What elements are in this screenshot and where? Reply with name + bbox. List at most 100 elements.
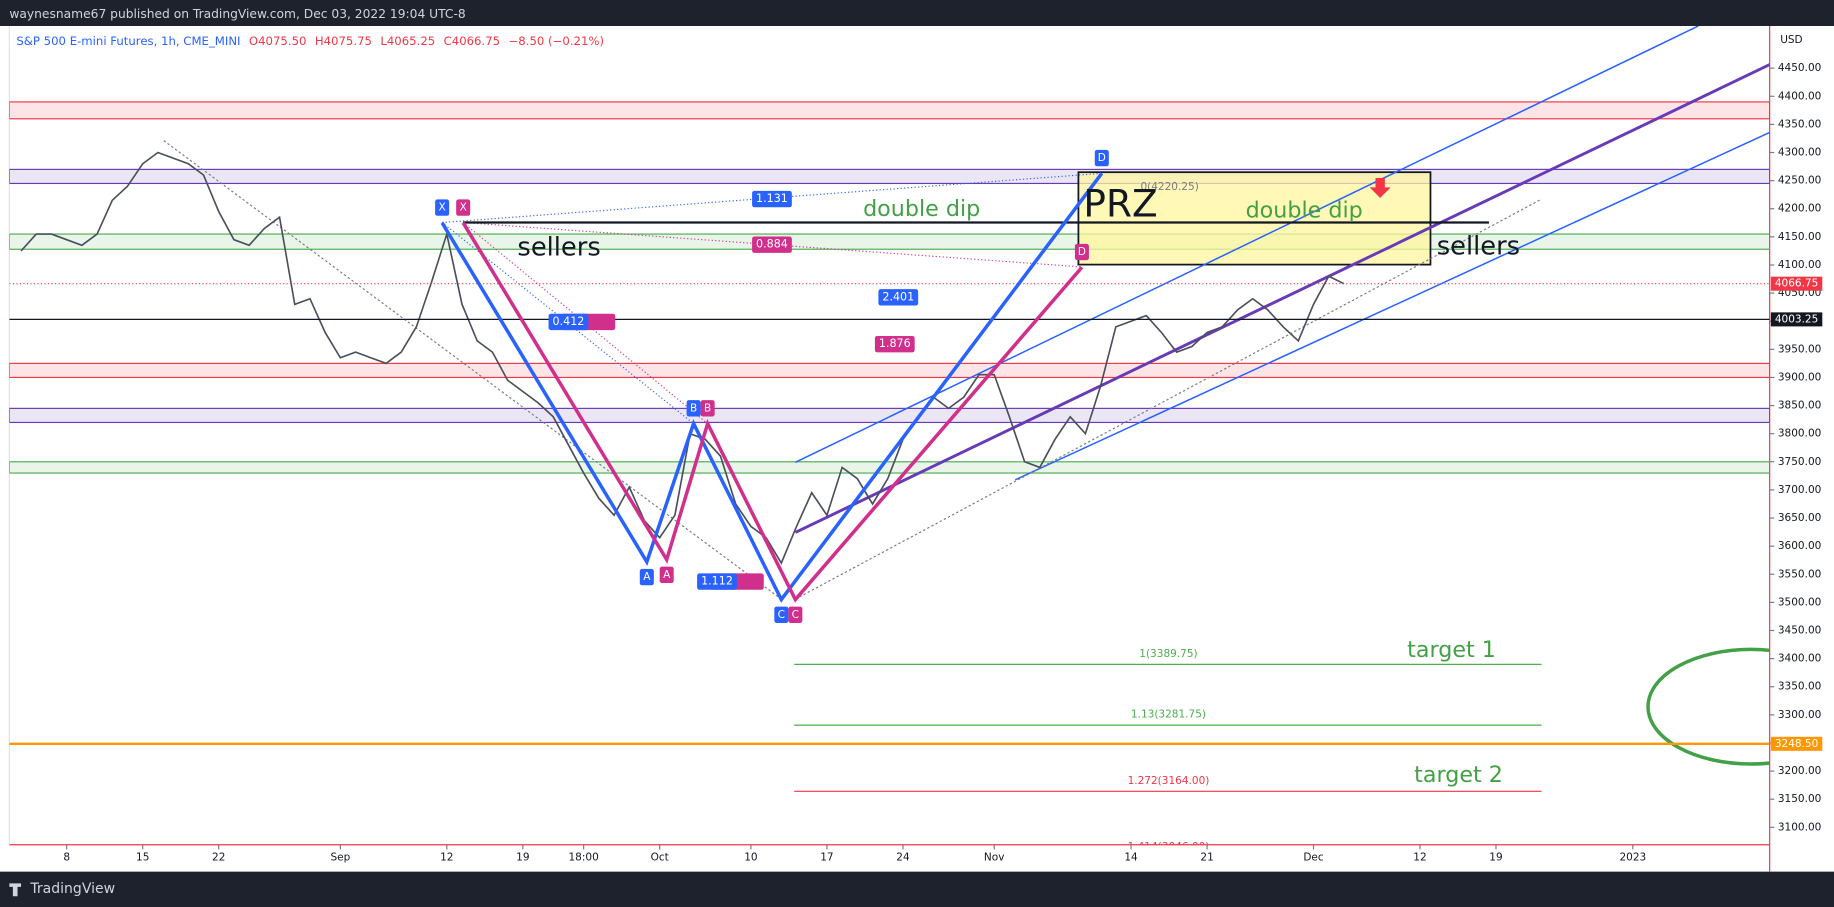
pattern-point-box bbox=[1074, 243, 1089, 261]
channel-line bbox=[1014, 131, 1770, 481]
y-tick-label: 3350.00 bbox=[1778, 681, 1821, 693]
pattern-point-label: D bbox=[1098, 152, 1106, 164]
ratio-label: 0.884 bbox=[756, 238, 788, 251]
zone bbox=[9, 101, 1770, 120]
y-tick-label: 3150.00 bbox=[1778, 793, 1821, 805]
zone bbox=[9, 362, 1770, 379]
zone bbox=[9, 407, 1770, 424]
pattern-line bbox=[440, 172, 1104, 603]
annotation: PRZ bbox=[1083, 182, 1157, 226]
y-tick-label: 3950.00 bbox=[1778, 343, 1821, 355]
y-unit: USD bbox=[1780, 34, 1802, 46]
y-tick-label: 4450.00 bbox=[1778, 62, 1821, 74]
pattern-point-label: D bbox=[1078, 246, 1086, 258]
fib-label: 1.414(3046.00) bbox=[1128, 841, 1210, 853]
pattern-point-label: C bbox=[792, 609, 799, 621]
high: H4075.75 bbox=[315, 34, 372, 48]
y-tick-label: 3600.00 bbox=[1778, 540, 1821, 552]
x-tick-label: 18:00 bbox=[568, 852, 598, 864]
x-tick-label: 10 bbox=[744, 852, 757, 864]
x-tick-label: 24 bbox=[896, 852, 910, 864]
x-tick-label: 21 bbox=[1200, 852, 1213, 864]
x-tick-label: Sep bbox=[330, 852, 350, 864]
fib-label: 1.272(3164.00) bbox=[1128, 775, 1210, 787]
y-tick-label: 3300.00 bbox=[1778, 709, 1821, 721]
pattern-point-label: X bbox=[460, 202, 467, 214]
ratio-box bbox=[874, 335, 915, 353]
x-tick-label: 14 bbox=[1124, 852, 1138, 864]
x-tick-label: 19 bbox=[516, 852, 529, 864]
y-tick-label: 3650.00 bbox=[1778, 512, 1821, 524]
x-tick-label: 22 bbox=[212, 852, 225, 864]
y-tick-label: 3200.00 bbox=[1778, 765, 1821, 777]
y-tick-label: 3750.00 bbox=[1778, 456, 1821, 468]
pattern-point-box bbox=[456, 199, 471, 216]
chart-area bbox=[0, 25, 1834, 872]
x-tick-label: 19 bbox=[1489, 852, 1502, 864]
x-tick-label: 15 bbox=[136, 852, 149, 864]
low: L4065.25 bbox=[380, 34, 435, 48]
annotation: target 2 bbox=[1414, 762, 1503, 788]
ratio-label: 0.412 bbox=[553, 315, 585, 328]
x-tick-label: 2023 bbox=[1619, 852, 1646, 864]
ratio-label: 1.131 bbox=[756, 192, 788, 205]
ratio-label: 1.112 bbox=[701, 575, 733, 588]
dotted-line bbox=[463, 221, 1082, 268]
zone bbox=[9, 168, 1770, 185]
pattern-point-box bbox=[774, 606, 789, 623]
open: O4075.50 bbox=[249, 34, 307, 48]
price-tag-label: 4066.75 bbox=[1775, 278, 1818, 290]
pattern-point-label: B bbox=[690, 402, 697, 414]
fib-label: 0(4220.25) bbox=[1140, 181, 1198, 193]
annotation: sellers bbox=[517, 233, 600, 263]
y-tick-label: 4250.00 bbox=[1778, 175, 1821, 187]
x-tick-label: Nov bbox=[984, 852, 1005, 864]
pattern-point-box bbox=[435, 199, 450, 216]
arrow-down bbox=[1369, 178, 1391, 198]
pattern-point-label: A bbox=[663, 569, 671, 581]
y-tick-label: 3400.00 bbox=[1778, 653, 1821, 665]
price-line bbox=[20, 151, 1345, 565]
y-tick-label: 4150.00 bbox=[1778, 231, 1821, 243]
fib-label: 1(3389.75) bbox=[1139, 648, 1197, 660]
target-ellipse bbox=[1646, 647, 1770, 766]
ratio-box bbox=[878, 289, 919, 306]
header: waynesname67 published on TradingView.co… bbox=[9, 7, 465, 21]
pattern-point-box bbox=[1094, 149, 1109, 167]
pattern-point-label: X bbox=[439, 202, 446, 214]
ratio-box bbox=[548, 313, 589, 331]
y-tick-label: 3700.00 bbox=[1778, 484, 1821, 496]
annotation: sellers bbox=[1437, 232, 1520, 262]
y-tick-label: 4300.00 bbox=[1778, 147, 1821, 159]
symbol: S&P 500 E-mini Futures, 1h, CME_MINI bbox=[16, 34, 240, 48]
ratio-box bbox=[752, 190, 792, 208]
ratio-box bbox=[752, 236, 792, 253]
pattern-point-label: A bbox=[643, 571, 651, 583]
x-tick-label: 12 bbox=[1413, 852, 1426, 864]
dotted-line bbox=[795, 198, 1542, 600]
y-tick-label: 3800.00 bbox=[1778, 428, 1821, 440]
y-tick-label: 4100.00 bbox=[1778, 259, 1821, 271]
annotation: double dip bbox=[1246, 197, 1363, 223]
price-tag bbox=[1770, 312, 1823, 327]
pattern-line bbox=[461, 221, 1084, 603]
y-tick-label: 3100.00 bbox=[1778, 821, 1821, 833]
x-tick-label: 17 bbox=[820, 852, 833, 864]
ratio-label: 2.401 bbox=[882, 290, 914, 303]
pattern-point-box bbox=[639, 568, 654, 586]
change: −8.50 (−0.21%) bbox=[509, 34, 605, 48]
x-tick-label: 12 bbox=[440, 852, 453, 864]
pattern-point-box bbox=[686, 400, 701, 417]
brand-logo bbox=[9, 883, 22, 897]
ratio-label: 1.876 bbox=[879, 337, 911, 350]
pattern-point-label: C bbox=[778, 609, 785, 621]
legend-line: S&P 500 E-mini Futures, 1h, CME_MINI O40… bbox=[16, 34, 604, 48]
pattern-point-box bbox=[659, 566, 674, 584]
ratio-box bbox=[697, 573, 737, 590]
y-tick-label: 4200.00 bbox=[1778, 203, 1821, 215]
pattern-point-box bbox=[788, 606, 803, 623]
legend: S&P 500 E-mini Futures, 1h, CME_MINI O40… bbox=[16, 34, 604, 48]
y-tick-label: 4400.00 bbox=[1778, 90, 1821, 102]
price-tag bbox=[1770, 736, 1823, 751]
